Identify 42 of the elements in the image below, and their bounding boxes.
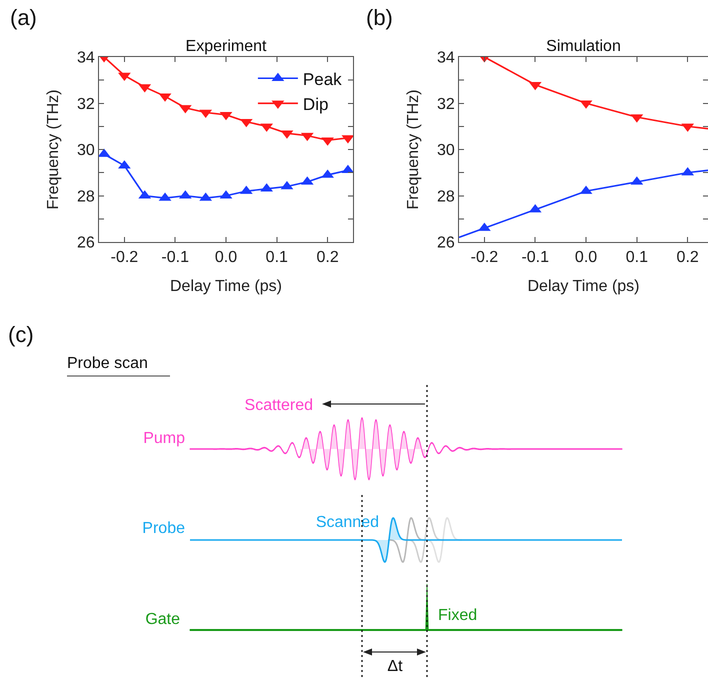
y-tick-label: 32	[77, 96, 95, 113]
text: Δt	[387, 658, 404, 675]
y-axis-title: Frequency (THz)	[404, 89, 422, 210]
x-tick-label: 0.2	[316, 249, 339, 266]
x-tick-label: 0.1	[626, 249, 648, 266]
point	[342, 135, 353, 144]
legend-label: Peak	[302, 70, 342, 89]
x-tick-label: -0.1	[521, 249, 550, 266]
y-tick-label: 32	[437, 96, 455, 113]
y-axis-title: Frequency (THz)	[44, 89, 62, 210]
x-tick-label: 0.1	[266, 249, 288, 266]
x-tick-label: -0.1	[161, 249, 190, 266]
text: Scanned	[316, 514, 379, 531]
y-tick-label: 34	[77, 50, 95, 67]
text: (c)	[8, 322, 34, 347]
legend-label: Dip	[302, 94, 328, 114]
text: (b)	[366, 5, 393, 30]
text: Scattered	[244, 397, 313, 414]
y-tick-label: 26	[77, 234, 95, 252]
y-tick-label: 34	[437, 50, 455, 67]
x-tick-label: 0.0	[214, 249, 238, 266]
x-tick-label: 0.2	[676, 249, 699, 266]
x-axis-title: Delay Time (ps)	[170, 278, 282, 295]
text: Gate	[145, 611, 180, 628]
text: Probe scan	[67, 355, 148, 372]
text: (a)	[10, 5, 37, 30]
text: Probe	[142, 520, 186, 537]
y-tick-label: 28	[437, 188, 455, 206]
text: Fixed	[438, 607, 478, 624]
x-tick-label: -0.2	[470, 249, 498, 266]
x-tick-label: -0.2	[110, 249, 138, 266]
point	[99, 148, 110, 157]
y-tick-label: 30	[437, 142, 455, 160]
y-tick-label: 30	[77, 142, 95, 160]
x-axis-title: Delay Time (ps)	[527, 278, 640, 295]
chart-title: Experiment	[186, 38, 268, 55]
point	[342, 164, 353, 174]
y-tick-label: 26	[437, 234, 455, 252]
x-tick-label: 0.0	[574, 249, 598, 266]
text: Pump	[143, 430, 186, 447]
chart-title: Simulation	[546, 38, 621, 55]
y-tick-label: 28	[77, 188, 95, 206]
